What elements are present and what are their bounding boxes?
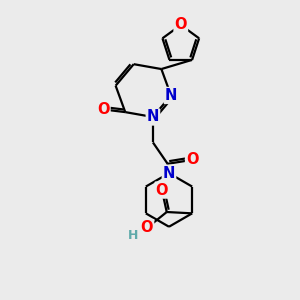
Text: N: N — [165, 88, 177, 103]
Text: O: O — [156, 183, 168, 198]
Text: N: N — [147, 110, 159, 124]
Text: O: O — [175, 17, 187, 32]
Text: H: H — [128, 229, 139, 242]
Text: O: O — [97, 102, 110, 117]
Text: O: O — [186, 152, 199, 167]
Text: O: O — [141, 220, 153, 235]
Text: N: N — [163, 166, 175, 181]
